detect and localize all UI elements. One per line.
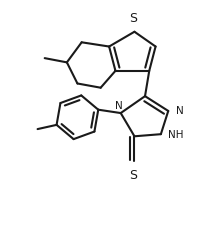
Text: NH: NH bbox=[168, 130, 184, 140]
Text: N: N bbox=[115, 100, 122, 110]
Text: S: S bbox=[129, 168, 137, 181]
Text: S: S bbox=[129, 12, 137, 25]
Text: N: N bbox=[176, 106, 183, 115]
